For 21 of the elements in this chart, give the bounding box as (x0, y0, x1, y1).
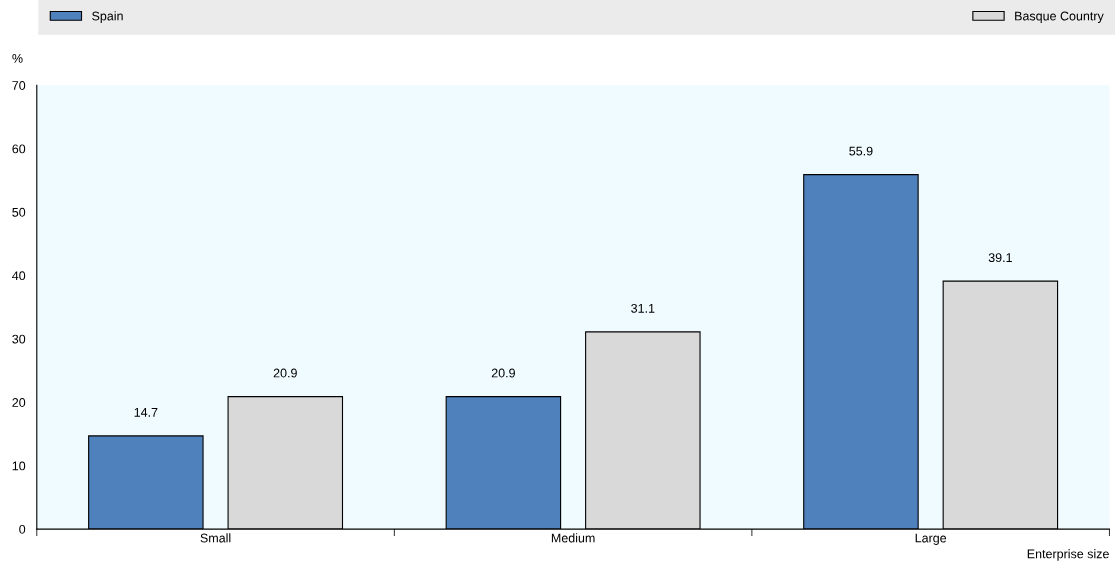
legend-label: Spain (92, 11, 123, 23)
data-label: 20.9 (491, 368, 515, 378)
data-label: 14.7 (134, 408, 158, 417)
data-label: 31.1 (631, 303, 655, 313)
data-label: 20.9 (273, 368, 297, 378)
y-tick-label: 10 (12, 461, 26, 471)
data-label: 55.9 (849, 146, 873, 156)
y-axis-title: % (12, 53, 23, 63)
y-tick-label: 50 (12, 207, 26, 217)
x-axis-title: Enterprise size (1027, 549, 1109, 561)
y-tick-label: 0 (19, 524, 26, 534)
legend-label: Basque Country (1015, 11, 1104, 23)
y-tick-label: 30 (12, 334, 26, 344)
y-tick-label: 60 (12, 144, 26, 154)
y-tick-label: 40 (12, 271, 26, 281)
y-tick-label: 20 (12, 398, 26, 407)
y-tick-label: 70 (12, 81, 26, 90)
x-tick-label: Small (200, 533, 231, 543)
x-tick-label: Medium (551, 533, 595, 543)
data-label: 39.1 (988, 253, 1012, 263)
x-tick-label: Large (915, 533, 947, 545)
